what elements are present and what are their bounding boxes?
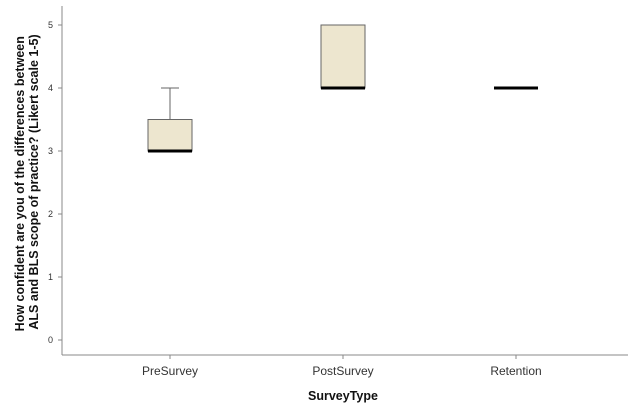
x-tick-label-postsurvey: PostSurvey: [312, 364, 373, 378]
y-tick-label: 2: [48, 209, 53, 219]
x-tick-label-presurvey: PreSurvey: [142, 364, 198, 378]
box-presurvey: [147, 87, 193, 153]
box-iqr: [147, 119, 193, 152]
box-postsurvey: [320, 24, 366, 90]
y-axis-title: How confident are you of the differences…: [13, 33, 41, 332]
x-tick-label-retention: Retention: [490, 364, 541, 378]
y-axis-title-line-2: ALS and BLS scope of practice? (Likert s…: [27, 34, 41, 329]
box-iqr: [320, 24, 366, 89]
y-axis-ticks: 0 1 2 3 4 5: [48, 20, 62, 345]
y-tick-label: 5: [48, 20, 53, 30]
y-axis-title-line-1: How confident are you of the differences…: [13, 36, 27, 331]
box-series: [147, 24, 538, 153]
y-tick-label: 3: [48, 146, 53, 156]
y-tick-label: 4: [48, 83, 53, 93]
x-axis-categories: PreSurvey PostSurvey Retention: [142, 355, 542, 378]
y-tick-label: 0: [48, 335, 53, 345]
y-tick-label: 1: [48, 272, 53, 282]
x-axis-title: SurveyType: [308, 389, 378, 403]
